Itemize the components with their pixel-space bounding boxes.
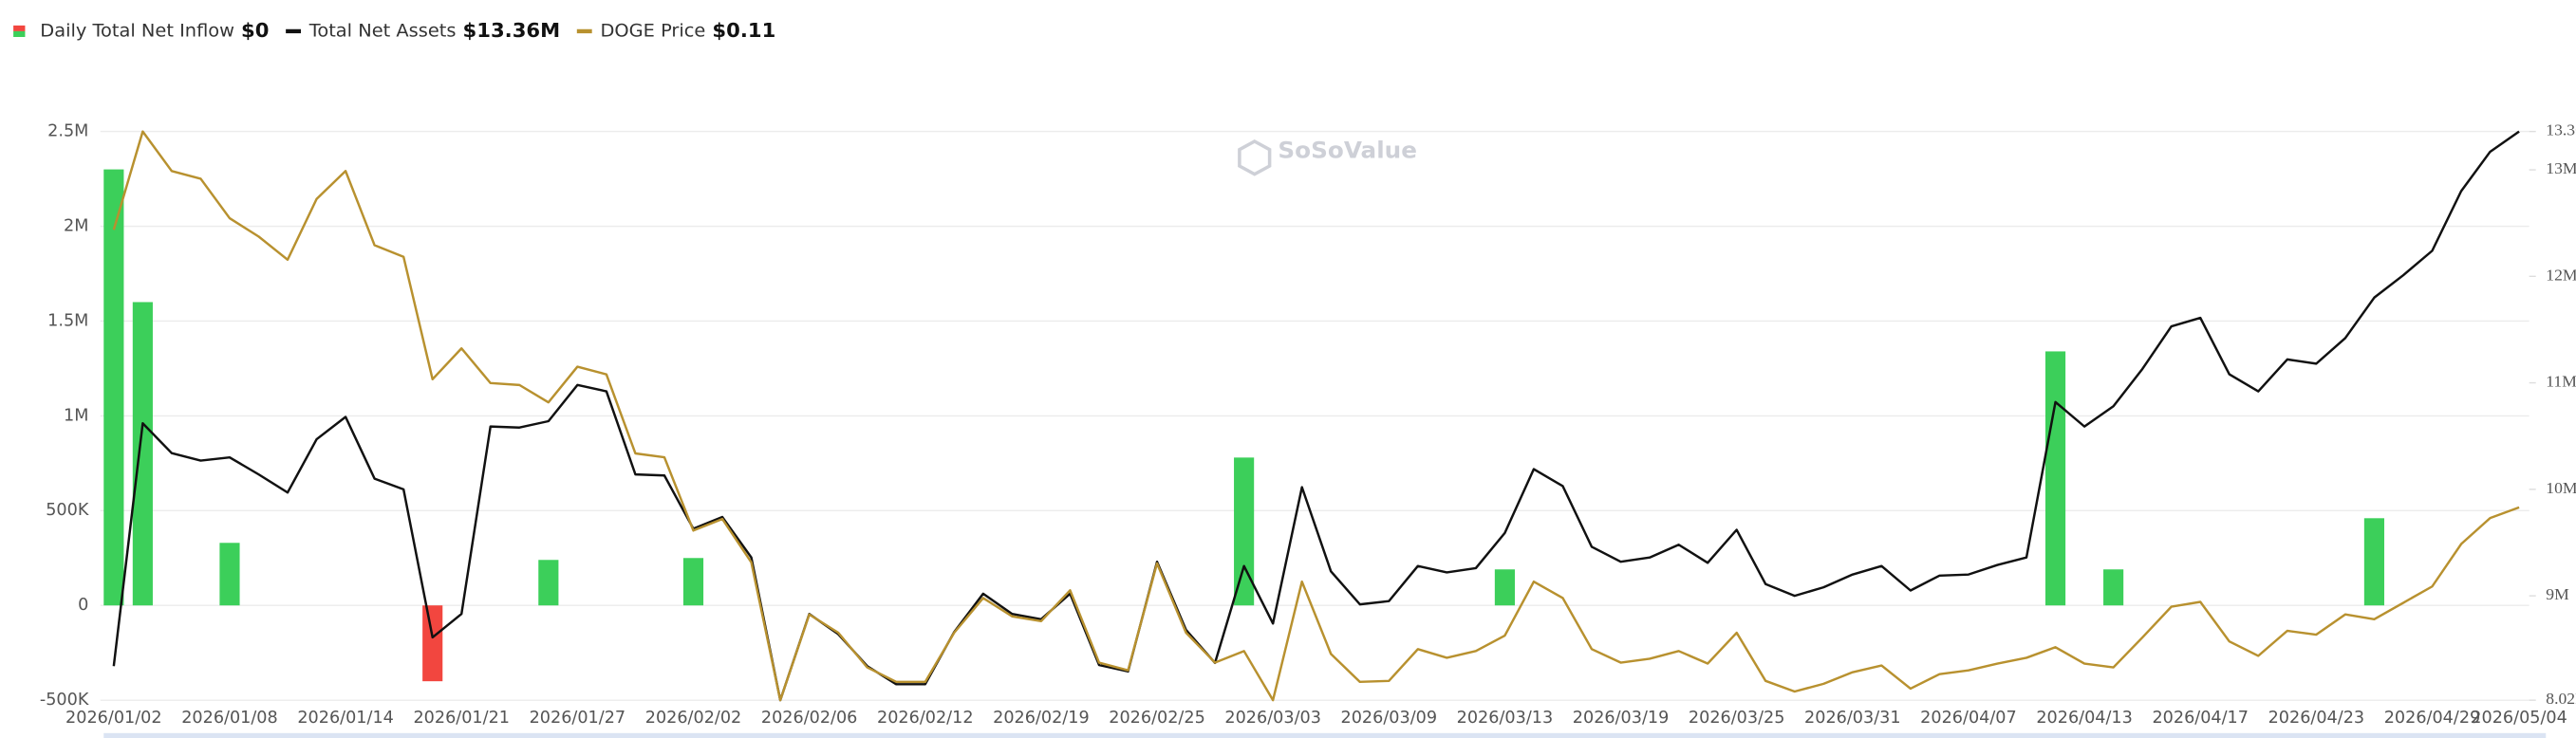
y2-tick-label: 8.02M [2546,689,2576,708]
plot-area [103,130,2520,702]
y2-tick-label: 13.36M [2546,120,2576,139]
y-tick-label: 2.5M [47,122,88,141]
bar [2044,351,2066,606]
watermark-text: SoSoValue [1278,137,1417,164]
legend-value: $0 [241,19,269,42]
y-tick-label: 1.5M [47,312,88,331]
y-tick-label: 2M [64,217,88,236]
x-tick-label: 2026/04/13 [2036,709,2133,728]
legend-label: Total Net Assets [308,20,457,42]
legend-label: Daily Total Net Inflow [40,20,234,42]
x-tick-label: 2026/01/02 [65,709,162,728]
x-tick-label: 2026/01/08 [181,709,278,728]
legend: Daily Total Net Inflow $0 Total Net Assets… [13,19,775,42]
bar [538,560,559,606]
legend-value: $13.36M [463,19,561,42]
bar [422,605,443,682]
legend-swatch [13,25,26,31]
bar [103,169,124,606]
x-tick-label: 2026/02/25 [1109,709,1205,728]
bar [2363,518,2384,606]
x-tick-label: 2026/04/07 [1920,709,2017,728]
bar [132,302,153,606]
bar [2103,569,2124,606]
legend-swatch [13,30,26,37]
x-tick-label: 2026/04/23 [2268,709,2365,728]
x-tick-label: 2026/02/12 [877,709,974,728]
x-tick-label: 2026/03/13 [1457,709,1554,728]
bar [219,543,240,606]
bar [1234,457,1255,606]
watermark: SoSoValue [1238,137,1417,176]
y2-tick-label: 12M [2546,265,2576,284]
x-tick-label: 2026/03/31 [1804,709,1901,728]
legend-value: $0.11 [712,19,775,42]
y-tick-label: 1M [64,406,88,425]
y-tick-label: 0 [78,596,88,615]
y2-tick-label: 13M [2546,158,2576,177]
x-tick-label: 2026/02/02 [645,709,742,728]
x-tick-label: 2026/01/14 [297,709,394,728]
watermark-logo [1238,139,1272,176]
legend-label: DOGE Price [600,20,705,42]
bar [682,558,704,606]
x-tick-label: 2026/03/03 [1224,709,1321,728]
x-tick-label: 2026/02/19 [993,709,1090,728]
x-tick-label: 2026/03/19 [1573,709,1670,728]
scroll-strip [103,732,2547,738]
x-tick-label: 2026/01/21 [413,709,510,728]
x-tick-label: 2026/03/09 [1341,709,1438,728]
y-tick-label: -500K [40,691,89,710]
x-tick-label: 2026/01/27 [530,709,626,728]
x-tick-label: 2026/02/06 [761,709,858,728]
y2-tick-label: 11M [2546,372,2576,391]
x-tick-label: 2026/04/29 [2384,709,2481,728]
y-tick-label: 500K [46,501,89,520]
x-tick-label: 2026/05/04 [2471,709,2567,728]
bar [1494,569,1515,606]
line [112,130,2520,702]
line [112,130,2520,702]
y2-tick-label: 10M [2546,478,2576,497]
y2-tick-label: 9M [2546,584,2569,603]
x-tick-label: 2026/04/17 [2152,709,2249,728]
grid: -500K 0 500K 1M 1.5M 2M 2.5M 8.02M 9M 10M 11M 12M 13… [40,120,2576,728]
x-tick-label: 2026/03/25 [1689,709,1785,728]
